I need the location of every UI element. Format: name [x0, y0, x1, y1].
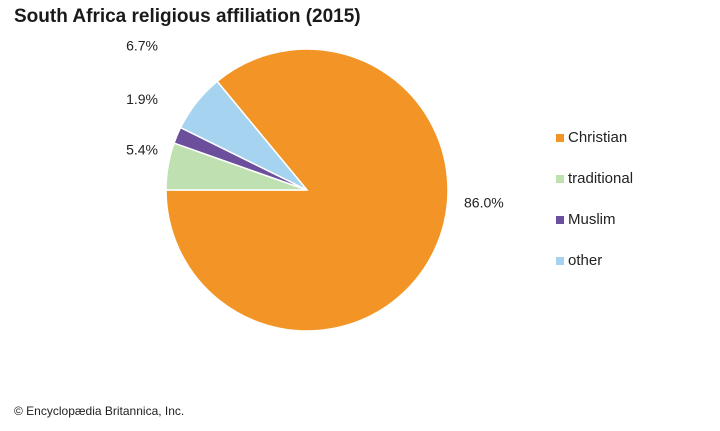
copyright-notice: © Encyclopædia Britannica, Inc. — [14, 404, 185, 418]
pie-value-label-christian: 86.0% — [464, 195, 504, 211]
pie-value-label-traditional: 5.4% — [126, 142, 158, 158]
legend-swatch-christian — [556, 134, 564, 142]
pie-slice-other — [179, 80, 308, 191]
legend-label-christian: Christian — [568, 129, 628, 146]
legend-label-other: other — [568, 252, 603, 269]
legend-swatch-traditional — [556, 175, 564, 183]
pie-slices — [165, 48, 449, 332]
legend-swatch-muslim — [556, 216, 564, 224]
pie-value-label-other: 6.7% — [126, 37, 158, 53]
legend-label-muslim: Muslim — [568, 211, 616, 228]
legend-label-traditional: traditional — [568, 170, 634, 187]
chart-title: South Africa religious affiliation (2015… — [14, 6, 361, 27]
pie-value-labels: 86.0% 5.4% 1.9% 6.7% — [126, 37, 504, 210]
legend-swatch-other — [556, 257, 564, 265]
pie-value-label-muslim: 1.9% — [126, 91, 158, 107]
